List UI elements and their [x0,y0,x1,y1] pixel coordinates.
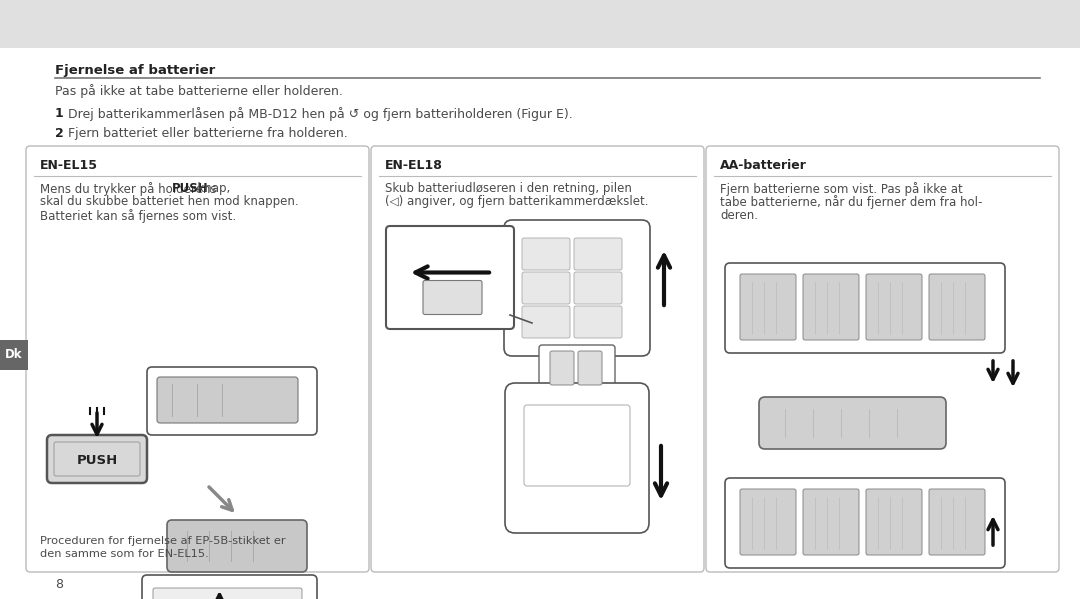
FancyBboxPatch shape [706,146,1059,572]
FancyBboxPatch shape [423,280,482,314]
FancyBboxPatch shape [573,238,622,270]
Text: EN-EL18: EN-EL18 [384,159,443,172]
Text: den samme som for EN-EL15.: den samme som for EN-EL15. [40,549,208,559]
FancyBboxPatch shape [725,263,1005,353]
FancyBboxPatch shape [522,238,570,270]
Text: deren.: deren. [720,209,758,222]
FancyBboxPatch shape [386,226,514,329]
Text: Fjernelse af batterier: Fjernelse af batterier [55,64,215,77]
Text: 8: 8 [55,578,63,591]
FancyBboxPatch shape [522,306,570,338]
FancyBboxPatch shape [147,367,318,435]
FancyBboxPatch shape [550,351,573,385]
FancyBboxPatch shape [157,377,298,423]
Text: Pas på ikke at tabe batterierne eller holderen.: Pas på ikke at tabe batterierne eller ho… [55,84,342,98]
FancyBboxPatch shape [372,146,704,572]
FancyBboxPatch shape [0,0,1080,48]
FancyBboxPatch shape [725,478,1005,568]
FancyBboxPatch shape [740,274,796,340]
FancyBboxPatch shape [866,274,922,340]
Text: Batteriet kan så fjernes som vist.: Batteriet kan så fjernes som vist. [40,209,237,223]
FancyBboxPatch shape [573,272,622,304]
FancyBboxPatch shape [26,146,369,572]
Text: Skub batteriudløseren i den retning, pilen: Skub batteriudløseren i den retning, pil… [384,182,632,195]
FancyBboxPatch shape [522,272,570,304]
Text: 1: 1 [55,107,64,120]
Text: Fjern batterierne som vist. Pas på ikke at: Fjern batterierne som vist. Pas på ikke … [720,182,962,196]
FancyBboxPatch shape [539,345,615,391]
Text: EN-EL15: EN-EL15 [40,159,98,172]
Text: Dk: Dk [5,349,23,362]
FancyBboxPatch shape [573,306,622,338]
FancyBboxPatch shape [504,220,650,356]
FancyBboxPatch shape [48,435,147,483]
Text: PUSH: PUSH [172,182,208,195]
Text: PUSH: PUSH [77,453,118,467]
FancyBboxPatch shape [141,575,318,599]
FancyBboxPatch shape [804,489,859,555]
Text: Fjern batteriet eller batterierne fra holderen.: Fjern batteriet eller batterierne fra ho… [68,127,348,140]
FancyBboxPatch shape [866,489,922,555]
Text: AA-batterier: AA-batterier [720,159,807,172]
Text: Drej batterikammerlåsen på MB-D12 hen på ↺ og fjern batteriholderen (Figur E).: Drej batterikammerlåsen på MB-D12 hen på… [68,107,572,121]
Text: tabe batterierne, når du fjerner dem fra hol-: tabe batterierne, når du fjerner dem fra… [720,195,983,210]
FancyBboxPatch shape [740,489,796,555]
Text: (◁) angiver, og fjern batterikammerdækslet.: (◁) angiver, og fjern batterikammerdæksl… [384,195,648,208]
FancyBboxPatch shape [929,274,985,340]
FancyBboxPatch shape [0,340,28,370]
FancyBboxPatch shape [929,489,985,555]
FancyBboxPatch shape [153,588,302,599]
Text: Proceduren for fjernelse af EP-5B-stikket er: Proceduren for fjernelse af EP-5B-stikke… [40,536,285,546]
Text: 2: 2 [55,127,64,140]
FancyBboxPatch shape [759,397,946,449]
FancyBboxPatch shape [505,383,649,533]
Text: skal du skubbe batteriet hen mod knappen.: skal du skubbe batteriet hen mod knappen… [40,195,299,208]
Text: -knap,: -knap, [193,182,230,195]
FancyBboxPatch shape [167,520,307,572]
FancyBboxPatch shape [578,351,602,385]
FancyBboxPatch shape [804,274,859,340]
Text: Mens du trykker på holderens: Mens du trykker på holderens [40,182,220,196]
